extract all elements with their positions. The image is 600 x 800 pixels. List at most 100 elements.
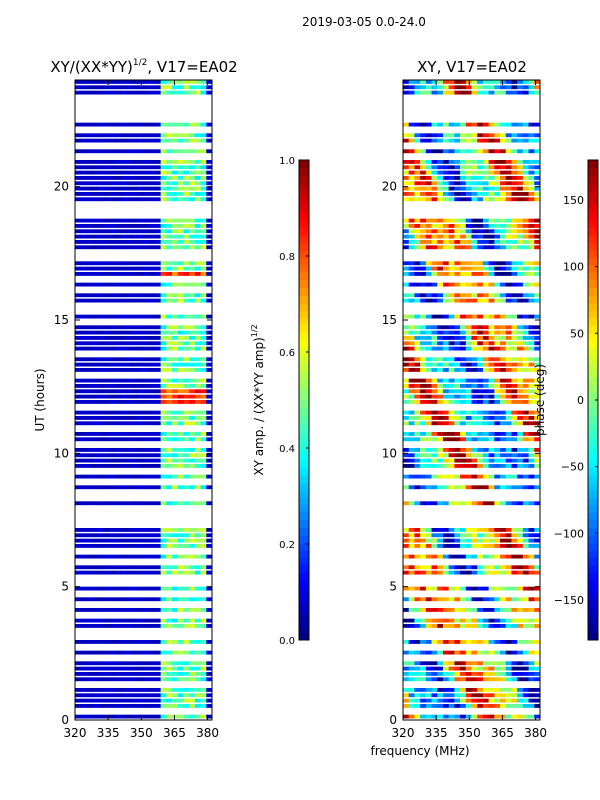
heatmap-cell [137, 325, 144, 330]
heatmap-cell [120, 330, 127, 335]
heatmap-cell [97, 400, 104, 404]
heatmap-cell [465, 245, 472, 250]
heatmap-cell [471, 416, 478, 420]
heatmap-cell [403, 357, 410, 362]
heatmap-cell [166, 432, 173, 436]
heatmap-cell [437, 410, 444, 415]
heatmap-cell [92, 160, 99, 164]
heatmap-cell [534, 346, 541, 351]
heatmap-cell [460, 704, 467, 708]
heatmap-cell [465, 570, 472, 575]
heatmap-cell [75, 464, 82, 468]
heatmap-cell [137, 666, 144, 671]
heatmap-cell [114, 389, 122, 394]
colorbar-segment [299, 167, 309, 176]
heatmap-cell [126, 698, 133, 703]
heatmap-cell [103, 149, 110, 154]
heatmap-cell [160, 437, 167, 442]
heatmap-cell [154, 298, 162, 303]
heatmap-cell [408, 133, 415, 138]
heatmap-cell [126, 640, 133, 644]
heatmap-cell [132, 85, 139, 90]
heatmap-cell [75, 544, 82, 548]
heatmap-cell [408, 170, 415, 175]
heatmap-cell [189, 672, 196, 676]
heatmap-cell [420, 330, 427, 335]
heatmap-cell [149, 485, 156, 490]
colorbar-segment [299, 272, 309, 281]
heatmap-cell [528, 261, 535, 266]
heatmap-cell [97, 666, 104, 671]
colorbar-segment [299, 572, 309, 581]
heatmap-cell [194, 138, 201, 143]
heatmap-cell [414, 421, 421, 426]
heatmap-cell [183, 378, 190, 383]
heatmap-cell [477, 245, 484, 250]
heatmap-cell [92, 192, 99, 196]
heatmap-cell [194, 570, 201, 575]
heatmap-cell [488, 122, 495, 127]
heatmap-cell [189, 448, 196, 452]
heatmap-cell [126, 240, 133, 244]
heatmap-cell [149, 704, 156, 708]
heatmap-cell [200, 538, 207, 543]
heatmap-cell [200, 586, 207, 591]
heatmap-cell [482, 586, 490, 591]
heatmap-cell [454, 160, 461, 164]
heatmap-cell [500, 149, 507, 154]
heatmap-cell [534, 389, 541, 394]
heatmap-cell [160, 176, 167, 180]
heatmap-cell [408, 325, 415, 330]
heatmap-cell [477, 394, 484, 399]
heatmap-cell [86, 224, 93, 228]
heatmap-cell [137, 586, 144, 591]
heatmap-cell [86, 229, 93, 234]
heatmap-cell [511, 714, 518, 719]
heatmap-cell [160, 714, 167, 719]
heatmap-cell [189, 661, 196, 666]
colorbar-segment [588, 550, 598, 558]
heatmap-cell [126, 197, 133, 202]
heatmap-cell [500, 80, 507, 84]
heatmap-cell [189, 325, 196, 330]
heatmap-cell [160, 410, 167, 415]
heatmap-cell [86, 197, 93, 202]
heatmap-cell [477, 85, 484, 90]
heatmap-cell [120, 448, 127, 452]
heatmap-cell [189, 368, 196, 372]
heatmap-cell [442, 272, 450, 276]
heatmap-cell [92, 186, 99, 191]
heatmap-cell [166, 704, 173, 708]
heatmap-cell [494, 538, 501, 543]
colorbar-segment [299, 302, 309, 311]
heatmap-cell [149, 384, 156, 388]
heatmap-cell [189, 501, 196, 506]
heatmap-cell [448, 218, 455, 223]
heatmap-cell [132, 138, 139, 143]
colorbar-segment [588, 295, 598, 303]
heatmap-cell [500, 170, 507, 175]
heatmap-cell [454, 341, 461, 346]
heatmap-cell [75, 245, 82, 250]
heatmap-cell [103, 394, 110, 399]
heatmap-cell [454, 149, 461, 154]
heatmap-cell [500, 346, 507, 351]
heatmap-cell [126, 245, 133, 250]
heatmap-cell [522, 544, 529, 548]
heatmap-cell [92, 389, 99, 394]
heatmap-cell [403, 165, 410, 170]
heatmap-cell [126, 538, 133, 543]
heatmap-cell [194, 650, 201, 655]
heatmap-cell [97, 437, 104, 442]
heatmap-cell [465, 181, 472, 186]
heatmap-cell [183, 170, 190, 175]
heatmap-cell [505, 234, 512, 239]
phase-panel-title: XY, V17=EA02 [417, 58, 527, 76]
heatmap-cell [494, 597, 501, 602]
heatmap-cell [160, 485, 167, 490]
heatmap-cell [465, 586, 472, 591]
heatmap-cell [200, 421, 207, 426]
heatmap-cell [528, 624, 535, 628]
heatmap-cell [471, 298, 478, 303]
heatmap-cell [149, 330, 156, 335]
